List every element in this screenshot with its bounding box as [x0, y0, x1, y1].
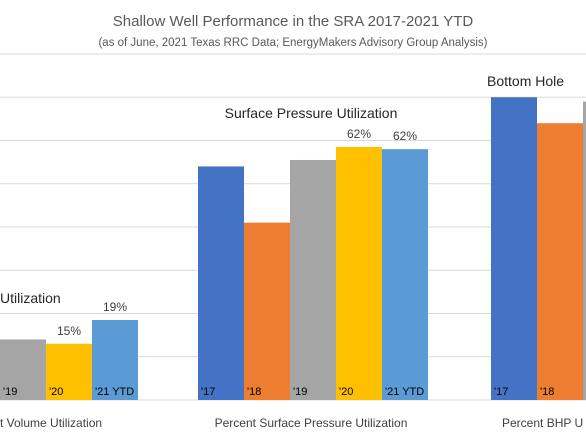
bar-tick-label: '19	[3, 386, 17, 398]
bar-tick-label: '17	[201, 386, 215, 398]
bar	[336, 146, 382, 400]
chart-title: Shallow Well Performance in the SRA 2017…	[113, 13, 474, 30]
panel-title: Surface Pressure Utilization	[225, 105, 398, 121]
bar	[0, 339, 46, 400]
category-label: Percent Surface Pressure Utilization	[215, 416, 408, 430]
data-label: 62%	[347, 127, 371, 141]
bar-tick-label: '19	[293, 386, 307, 398]
category-label: Percent BHP U	[502, 416, 583, 430]
bar	[290, 159, 336, 400]
chart-subtitle: (as of June, 2021 Texas RRC Data; Energy…	[98, 37, 487, 49]
bar-group: Utilization '19 '20 15% '21 YTD 19% t Volume U…	[0, 290, 138, 430]
bar	[46, 343, 92, 400]
data-label: 19%	[103, 300, 127, 314]
bar	[198, 166, 244, 400]
bar-group: Bottom Hole '17 '18 Percent BHP U	[487, 73, 586, 430]
bar	[583, 101, 586, 400]
bar	[92, 319, 138, 400]
bar-tick-label: '21 YTD	[385, 386, 424, 398]
bar-tick-label: '21 YTD	[95, 386, 134, 398]
bar-tick-label: '20	[49, 386, 63, 398]
panel-title: Utilization	[0, 290, 61, 306]
bar	[491, 97, 537, 400]
bar-tick-label: '18	[540, 386, 554, 398]
bar-group: Surface Pressure Utilization '17 '18 '19 '20…	[198, 105, 428, 430]
panel-title: Bottom Hole	[487, 73, 564, 89]
bar-tick-label: '20	[339, 386, 353, 398]
bar	[382, 149, 428, 400]
category-label: t Volume Utilization	[0, 416, 102, 430]
bar-tick-label: '18	[247, 386, 261, 398]
bar-tick-label: '17	[494, 386, 508, 398]
bar	[244, 222, 290, 400]
data-label: 62%	[393, 129, 417, 143]
bar	[537, 123, 583, 400]
bar-groups: Utilization '19 '20 15% '21 YTD 19% t Volume U…	[0, 73, 586, 430]
data-label: 15%	[57, 324, 81, 338]
